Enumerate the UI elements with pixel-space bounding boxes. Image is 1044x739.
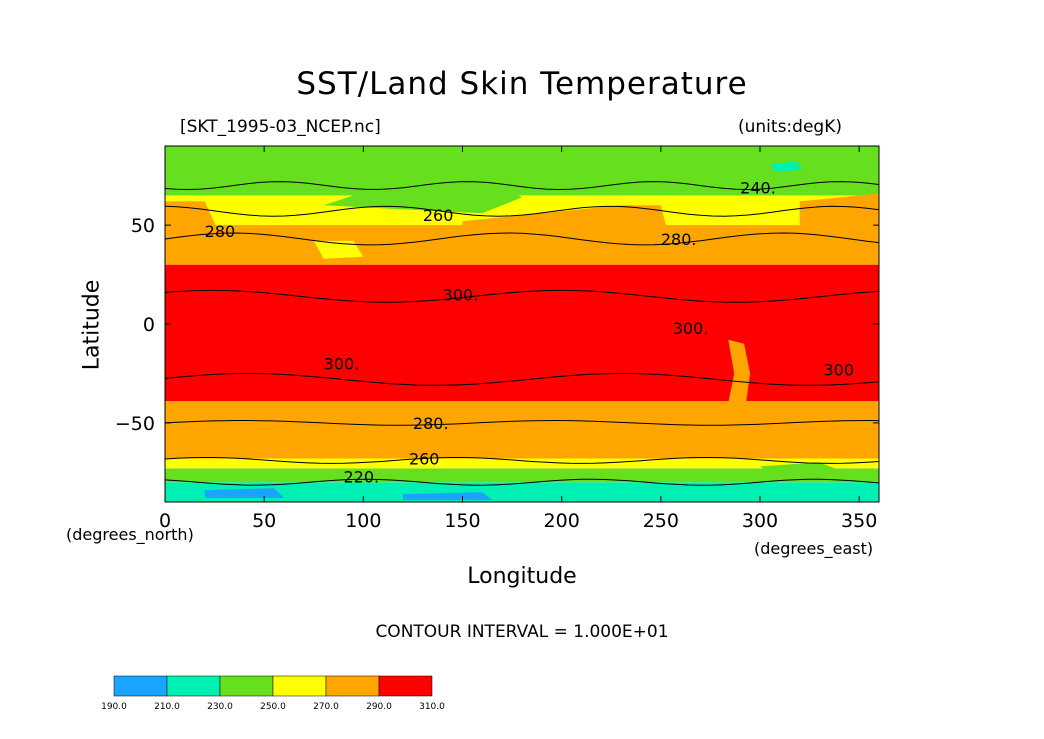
contour-label: 220. — [344, 467, 380, 486]
colorbar-swatch — [219, 675, 274, 697]
colorbar-swatch — [378, 675, 433, 697]
x-tick-label: 0 — [159, 510, 171, 532]
temperature-band — [165, 458, 879, 469]
y-tick-label: −50 — [115, 413, 155, 435]
isotherm-260-north — [165, 205, 879, 217]
contour-label: 300. — [673, 319, 709, 338]
colorbar-tick-label: 230.0 — [207, 702, 233, 712]
contour-label: 280 — [205, 222, 236, 241]
colorbar-swatch — [113, 675, 168, 697]
isotherm-280-south — [165, 419, 879, 426]
x-axis-label: Longitude — [467, 564, 577, 589]
x-tick-label: 50 — [252, 510, 276, 532]
isotherm-300-south — [165, 372, 879, 386]
units-label: (units:degK) — [738, 117, 842, 137]
x-tick-label: 200 — [544, 510, 580, 532]
temperature-band — [165, 146, 879, 196]
isotherm-280-north — [165, 232, 879, 246]
colorbar-swatch — [166, 675, 221, 697]
x-tick-label: 150 — [444, 510, 480, 532]
file-label: [SKT_1995-03_NCEP.nc] — [180, 117, 381, 137]
colorbar-tick-label: 210.0 — [154, 702, 180, 712]
colorbar-tick-label: 270.0 — [313, 702, 339, 712]
isotherm-220 — [165, 478, 879, 486]
y-units-note: (degrees_north) — [66, 525, 194, 544]
contour-label: 280. — [661, 230, 697, 249]
temperature-band — [165, 264, 879, 402]
ocean-patch — [462, 205, 671, 255]
x-tick-label: 350 — [841, 510, 877, 532]
isotherm-260-south — [165, 457, 879, 464]
contour-label: 260 — [409, 449, 440, 468]
y-tick-label: 0 — [143, 314, 155, 336]
contour-label: 300. — [443, 285, 479, 304]
x-tick-label: 250 — [643, 510, 679, 532]
isotherm-300-north — [165, 289, 879, 303]
temperature-band — [165, 482, 879, 502]
temperature-band — [165, 468, 879, 483]
temperature-band — [165, 401, 879, 459]
contour-label: 300. — [324, 355, 360, 374]
contour-label: 240. — [740, 179, 776, 198]
ocean-patch — [760, 462, 850, 479]
colorbar-swatch — [325, 675, 380, 697]
chart-title: SST/Land Skin Temperature — [296, 66, 748, 102]
colorbar-tick-label: 190.0 — [101, 702, 127, 712]
contour-interval-note: CONTOUR INTERVAL = 1.000E+01 — [375, 622, 669, 642]
land-patch — [769, 161, 804, 172]
y-tick-label: 50 — [131, 215, 155, 237]
land-patch — [313, 240, 364, 259]
x-tick-label: 100 — [345, 510, 381, 532]
x-units-note: (degrees_east) — [754, 539, 874, 558]
colorbar-tick-label: 290.0 — [366, 702, 392, 712]
contour-label: 280. — [413, 414, 449, 433]
contour-label: 260 — [423, 206, 454, 225]
isotherm-240-north — [165, 181, 879, 191]
contour-label: 300 — [823, 360, 854, 379]
colorbar-swatch — [272, 675, 327, 697]
x-tick-label: 300 — [742, 510, 778, 532]
land-patch — [204, 488, 284, 498]
land-patch — [403, 492, 493, 500]
land-patch — [726, 339, 751, 429]
colorbar-tick-label: 310.0 — [419, 702, 445, 712]
colorbar-tick-label: 250.0 — [260, 702, 286, 712]
